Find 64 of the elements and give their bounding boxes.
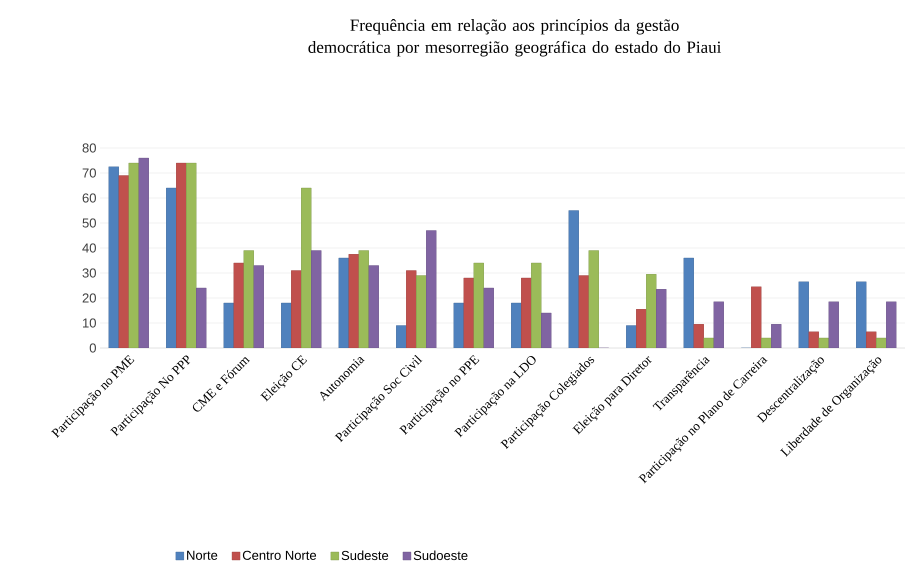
bar — [234, 262, 244, 348]
bar — [856, 282, 866, 348]
bar — [166, 188, 176, 348]
legend-label: Centro Norte — [242, 550, 316, 560]
bar — [244, 250, 254, 348]
y-tick-label: 30 — [82, 268, 96, 278]
bar — [656, 289, 666, 348]
bar — [338, 258, 349, 348]
chart-title: Frequência em relação aos princípios da gestão democrática por mesorregião geográfica do estado do Piaui — [308, 18, 722, 56]
bar — [454, 302, 464, 348]
bar — [138, 158, 149, 348]
bar — [426, 230, 436, 348]
y-tick-label: 50 — [82, 218, 96, 228]
bar — [511, 302, 522, 348]
bar — [808, 332, 819, 348]
bar — [474, 262, 484, 348]
bar — [588, 250, 599, 348]
bar — [531, 262, 542, 348]
y-tick-label: 80 — [82, 143, 96, 153]
bar — [311, 250, 322, 348]
bar — [714, 302, 724, 348]
bar — [866, 332, 876, 348]
bar — [118, 175, 129, 348]
bar — [541, 312, 552, 348]
bar — [646, 274, 656, 348]
y-tick-label: 40 — [82, 243, 96, 253]
bar — [578, 275, 589, 348]
bar — [416, 275, 426, 348]
bar — [396, 325, 406, 348]
bar — [406, 270, 416, 348]
y-tick-label: 20 — [82, 293, 96, 303]
bar — [521, 278, 532, 348]
bar — [771, 324, 782, 348]
bar — [568, 210, 579, 348]
bar — [348, 254, 359, 348]
bar — [694, 324, 704, 348]
bar — [464, 278, 474, 348]
bar — [224, 302, 234, 348]
bar — [281, 302, 292, 348]
y-tick-label: 60 — [82, 193, 96, 203]
bar — [176, 162, 186, 348]
bar — [358, 250, 369, 348]
bar — [301, 188, 312, 348]
bar — [254, 265, 264, 348]
bar — [128, 162, 139, 348]
bar — [828, 302, 839, 348]
bar — [626, 325, 636, 348]
y-tick-label: 10 — [82, 318, 96, 328]
legend-label: Sudoeste — [414, 550, 468, 560]
legend-label: Sudeste — [342, 550, 388, 560]
bar — [684, 258, 694, 348]
bar — [291, 270, 302, 348]
bar — [196, 288, 206, 348]
y-tick-label: 70 — [82, 168, 96, 178]
bar — [368, 265, 379, 348]
bar — [886, 302, 896, 348]
bar — [636, 309, 646, 348]
y-tick-label: 0 — [90, 343, 96, 353]
bar — [186, 162, 196, 348]
bar — [484, 288, 494, 348]
legend-label: Norte — [187, 550, 218, 560]
bar — [751, 286, 762, 348]
bar — [108, 166, 119, 348]
bar — [798, 282, 809, 348]
